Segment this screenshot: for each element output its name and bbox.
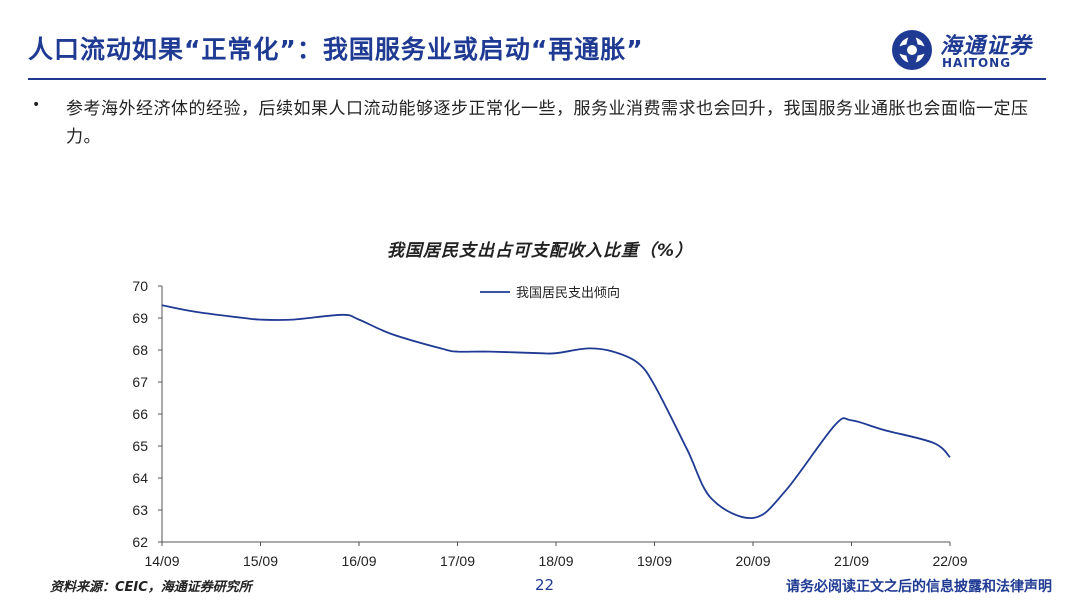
page-number: 22 xyxy=(535,576,555,594)
y-tick-label: 68 xyxy=(132,342,148,358)
y-tick-label: 64 xyxy=(132,470,148,486)
footer-disclaimer: 请务必阅读正文之后的信息披露和法律声明 xyxy=(786,579,1052,595)
bullet-marker: • xyxy=(32,97,41,113)
x-tick-label: 16/09 xyxy=(341,553,376,569)
series-line-0 xyxy=(161,304,951,519)
logo-text-cn: 海通证券 xyxy=(940,33,1033,59)
page-title: 人口流动如果“正常化”：我国服务业或启动“再通胀” xyxy=(28,35,644,64)
x-tick-label: 19/09 xyxy=(637,553,672,569)
footer-source: 资料来源：CEIC，海通证券研究所 xyxy=(50,580,252,595)
x-tick-label: 18/09 xyxy=(538,553,573,569)
x-tick-label: 17/09 xyxy=(440,553,475,569)
y-tick-label: 69 xyxy=(132,310,148,326)
title-divider xyxy=(28,78,1046,80)
y-tick-label: 62 xyxy=(132,534,148,550)
y-tick-label: 67 xyxy=(132,374,148,390)
y-tick-label: 70 xyxy=(132,278,148,294)
y-tick-label: 65 xyxy=(132,438,148,454)
haitong-logo: 海通证券 HAITONG xyxy=(890,26,1050,74)
y-tick-label: 63 xyxy=(132,502,148,518)
x-tick-label: 20/09 xyxy=(735,553,770,569)
x-tick-label: 15/09 xyxy=(243,553,278,569)
x-tick-label: 22/09 xyxy=(932,553,967,569)
y-tick-label: 66 xyxy=(132,406,148,422)
x-tick-label: 14/09 xyxy=(144,553,179,569)
haitong-emblem-icon xyxy=(892,30,932,70)
legend-label: 我国居民支出倾向 xyxy=(516,285,620,301)
x-tick-label: 21/09 xyxy=(834,553,869,569)
logo-text-en: HAITONG xyxy=(942,56,1012,70)
chart-title: 我国居民支出占可支配收入比重（%） xyxy=(386,241,694,261)
bullet-text: 参考海外经济体的经验，后续如果人口流动能够逐步正常化一些，服务业消费需求也会回升… xyxy=(66,99,1029,147)
